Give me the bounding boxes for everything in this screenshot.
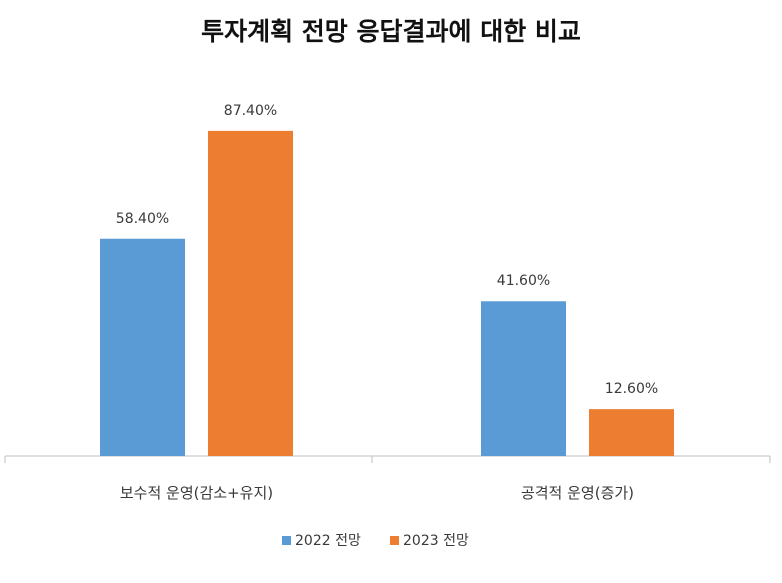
category-labels: 보수적 운영(감소+유지) 공격적 운영(증가)	[120, 484, 634, 502]
legend: 2022 전망 2023 전망	[282, 533, 469, 549]
data-label: 58.40%	[116, 211, 169, 227]
bar	[100, 238, 185, 456]
legend-label: 2022 전망	[295, 533, 361, 549]
bar	[208, 130, 293, 456]
category-label: 보수적 운영(감소+유지)	[120, 484, 273, 502]
bar	[589, 409, 674, 456]
x-axis	[4, 455, 771, 463]
data-label: 12.60%	[605, 381, 658, 397]
bars	[100, 130, 674, 456]
data-label: 41.60%	[497, 273, 550, 289]
chart-title: 투자계획 전망 응답결과에 대한 비교	[201, 17, 581, 46]
legend-label: 2023 전망	[403, 533, 469, 549]
legend-swatch	[282, 536, 291, 545]
bar	[481, 301, 566, 456]
data-labels: 58.40% 87.40% 41.60% 12.60%	[116, 103, 658, 397]
data-label: 87.40%	[224, 103, 277, 119]
legend-swatch	[390, 536, 399, 545]
category-label: 공격적 운영(증가)	[521, 484, 634, 502]
